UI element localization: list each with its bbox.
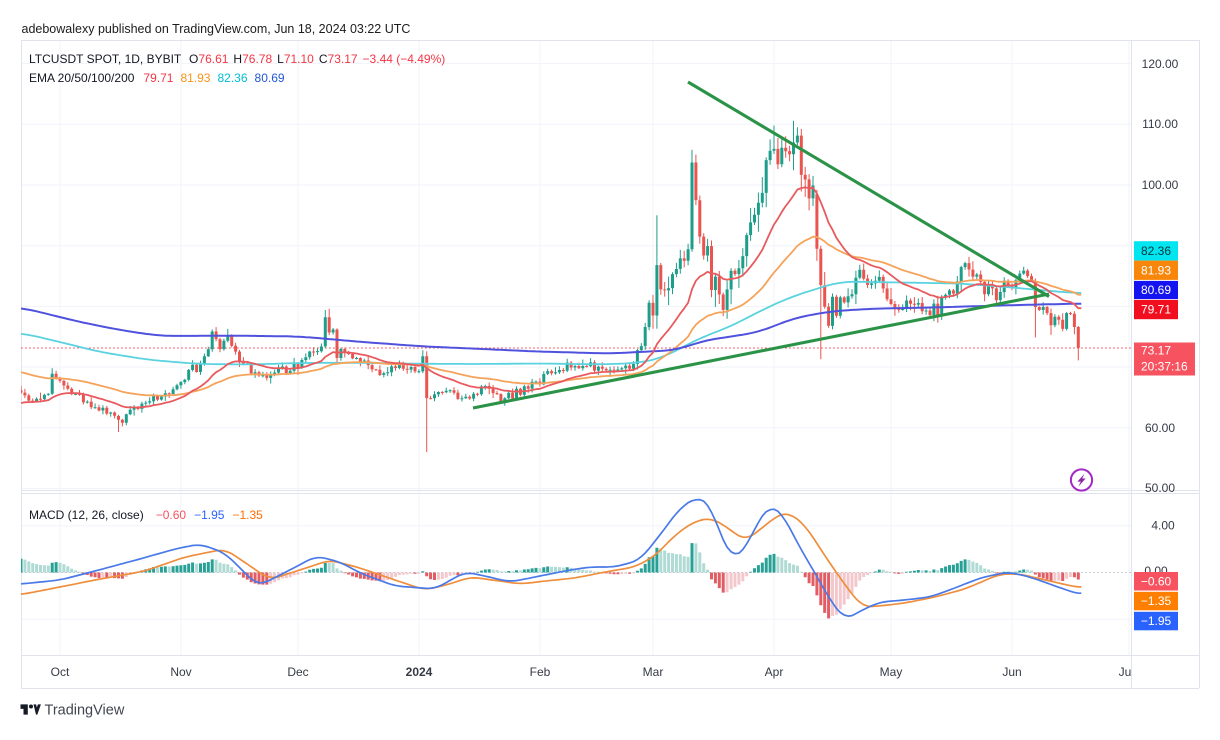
svg-text:2024: 2024 <box>406 665 433 679</box>
svg-text:82.36: 82.36 <box>1141 244 1171 258</box>
svg-text:79.71: 79.71 <box>1141 303 1171 317</box>
svg-text:81.93: 81.93 <box>1141 263 1171 277</box>
svg-text:50.00: 50.00 <box>1145 481 1175 495</box>
svg-text:80.69: 80.69 <box>1141 283 1171 297</box>
svg-text:TradingView: TradingView <box>45 703 125 719</box>
svg-text:73.17: 73.17 <box>1141 344 1171 358</box>
svg-text:20:37:16: 20:37:16 <box>1141 360 1188 374</box>
svg-text:May: May <box>880 665 903 679</box>
svg-text:Oct: Oct <box>51 665 70 679</box>
svg-text:4.00: 4.00 <box>1151 519 1175 533</box>
svg-text:−0.60: −0.60 <box>1141 575 1172 589</box>
svg-text:110.00: 110.00 <box>1142 117 1178 131</box>
svg-text:Apr: Apr <box>765 665 784 679</box>
svg-text:adebowalexy published on Tradi: adebowalexy published on TradingView.com… <box>22 22 411 36</box>
svg-text:Mar: Mar <box>643 665 664 679</box>
svg-text:Ju: Ju <box>1119 665 1132 679</box>
svg-text:−1.35: −1.35 <box>1141 594 1172 608</box>
svg-text:Feb: Feb <box>530 665 551 679</box>
svg-text:−1.95: −1.95 <box>1141 614 1172 628</box>
svg-text:Jun: Jun <box>1002 665 1021 679</box>
svg-text:60.00: 60.00 <box>1145 421 1175 435</box>
svg-text:Nov: Nov <box>170 665 191 679</box>
svg-text:100.00: 100.00 <box>1142 178 1179 192</box>
svg-text:120.00: 120.00 <box>1142 57 1179 71</box>
svg-text:Dec: Dec <box>287 665 308 679</box>
